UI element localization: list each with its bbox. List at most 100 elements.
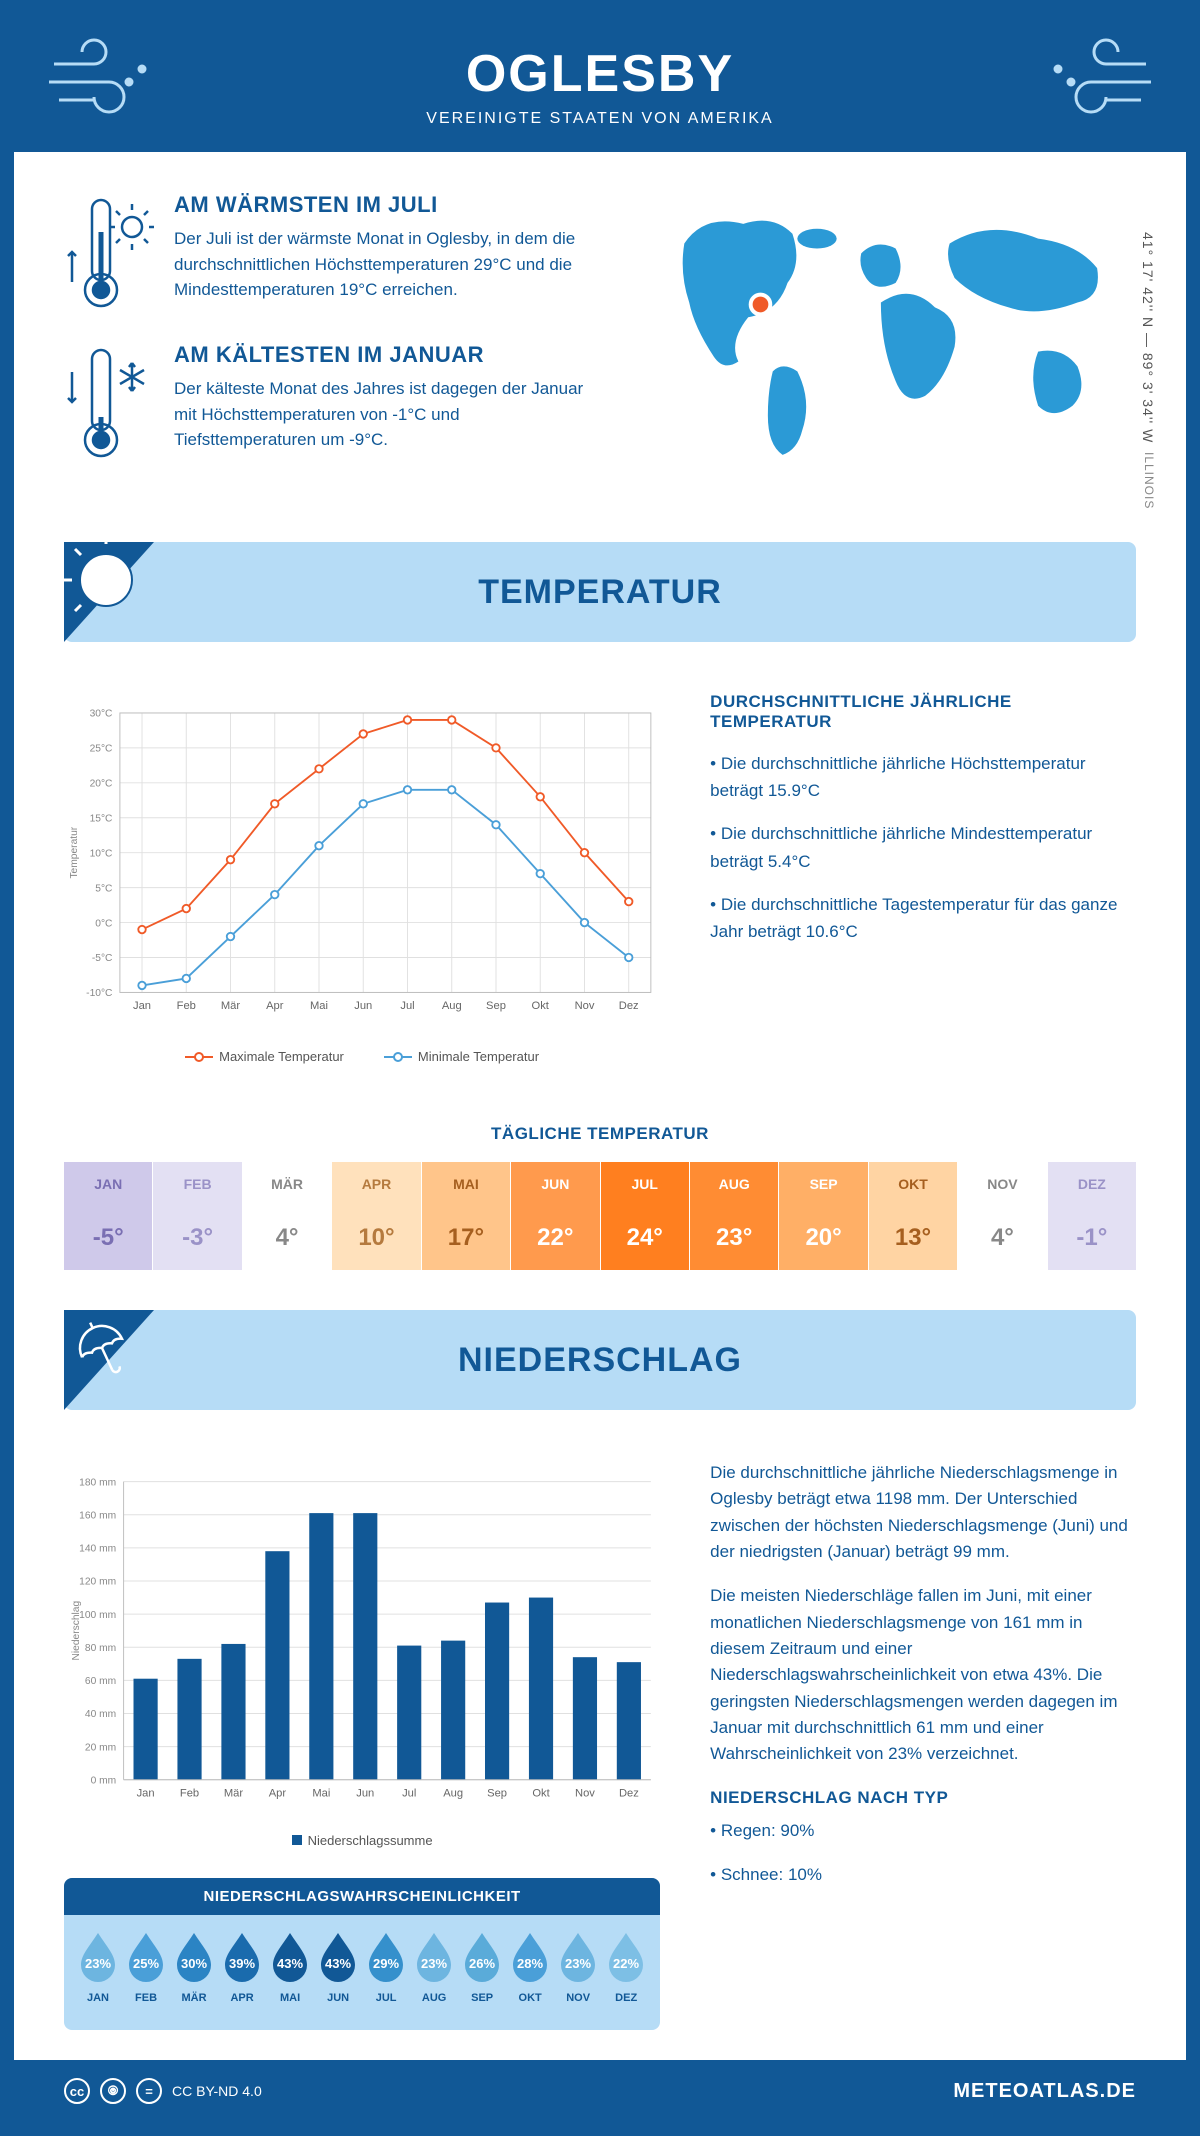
wind-icon — [1036, 34, 1156, 124]
svg-text:26%: 26% — [469, 1956, 495, 1971]
header: OGLESBY VEREINIGTE STAATEN VON AMERIKA — [14, 14, 1186, 152]
precip-paragraph: Die meisten Niederschläge fallen im Juni… — [710, 1583, 1136, 1767]
svg-text:Sep: Sep — [487, 1787, 507, 1799]
svg-text:23%: 23% — [565, 1956, 591, 1971]
sun-corner-icon — [64, 542, 184, 642]
svg-text:0 mm: 0 mm — [91, 1775, 117, 1786]
svg-text:Aug: Aug — [442, 1000, 462, 1012]
temp-chart-legend: Maximale Temperatur Minimale Temperatur — [64, 1049, 660, 1064]
prob-drop: 39% APR — [218, 1931, 266, 2004]
temperature-section-header: TEMPERATUR — [64, 542, 1136, 642]
prob-drop: 23% AUG — [410, 1931, 458, 2004]
precip-type-title: NIEDERSCHLAG NACH TYP — [710, 1788, 1136, 1808]
svg-text:39%: 39% — [229, 1956, 255, 1971]
prob-drop: 29% JUL — [362, 1931, 410, 2004]
precip-heading: NIEDERSCHLAG — [458, 1341, 742, 1380]
precip-chart-legend: Niederschlagssumme — [64, 1833, 660, 1848]
svg-text:Jun: Jun — [354, 1000, 372, 1012]
coldest-title: AM KÄLTESTEN IM JANUAR — [174, 342, 605, 368]
prob-drop: 26% SEP — [458, 1931, 506, 2004]
heat-cell: APR 10° — [332, 1162, 421, 1270]
svg-text:180 mm: 180 mm — [79, 1477, 116, 1488]
temperature-heading: TEMPERATUR — [478, 573, 722, 612]
svg-text:Apr: Apr — [269, 1787, 287, 1799]
precip-section-header: NIEDERSCHLAG — [64, 1310, 1136, 1410]
prob-drop: 22% DEZ — [602, 1931, 650, 2004]
svg-text:Feb: Feb — [177, 1000, 196, 1012]
prob-drop: 28% OKT — [506, 1931, 554, 2004]
heat-cell: JUN 22° — [511, 1162, 600, 1270]
precip-probability-box: NIEDERSCHLAGSWAHRSCHEINLICHKEIT 23% JAN … — [64, 1878, 660, 2030]
svg-text:23%: 23% — [421, 1956, 447, 1971]
warmest-fact: AM WÄRMSTEN IM JULI Der Juli ist der wär… — [64, 192, 605, 312]
heat-cell: OKT 13° — [869, 1162, 958, 1270]
svg-text:Aug: Aug — [443, 1787, 463, 1799]
warmest-title: AM WÄRMSTEN IM JULI — [174, 192, 605, 218]
license-text: CC BY-ND 4.0 — [172, 2083, 262, 2099]
heat-cell: MÄR 4° — [243, 1162, 332, 1270]
temp-bullet: • Die durchschnittliche Tagestemperatur … — [710, 891, 1136, 945]
world-map — [645, 192, 1136, 472]
location-marker-icon — [750, 295, 770, 315]
svg-text:140 mm: 140 mm — [79, 1544, 116, 1555]
svg-text:15°C: 15°C — [90, 813, 113, 824]
location-title: OGLESBY — [14, 44, 1186, 104]
svg-text:Dez: Dez — [619, 1000, 639, 1012]
svg-text:Okt: Okt — [532, 1787, 550, 1799]
svg-text:40 mm: 40 mm — [85, 1709, 116, 1720]
svg-text:25%: 25% — [133, 1956, 159, 1971]
svg-text:30%: 30% — [181, 1956, 207, 1971]
prob-drop: 23% JAN — [74, 1931, 122, 2004]
prob-title: NIEDERSCHLAGSWAHRSCHEINLICHKEIT — [64, 1878, 660, 1915]
svg-text:100 mm: 100 mm — [79, 1610, 116, 1621]
heat-cell: JUL 24° — [601, 1162, 690, 1270]
brand-text: METEOATLAS.DE — [953, 2080, 1136, 2103]
heat-cell: AUG 23° — [690, 1162, 779, 1270]
svg-text:Temperatur: Temperatur — [69, 826, 80, 878]
prob-drop: 23% NOV — [554, 1931, 602, 2004]
temperature-line-chart: -10°C-5°C0°C5°C10°C15°C20°C25°C30°CJanFe… — [64, 692, 660, 1032]
svg-text:Feb: Feb — [180, 1787, 199, 1799]
heat-cell: JAN -5° — [64, 1162, 153, 1270]
prob-drop: 43% MAI — [266, 1931, 314, 2004]
svg-text:Dez: Dez — [619, 1787, 639, 1799]
thermometer-hot-icon — [64, 192, 154, 312]
footer: cc 🞋 = CC BY-ND 4.0 METEOATLAS.DE — [14, 2060, 1186, 2122]
heat-cell: NOV 4° — [958, 1162, 1047, 1270]
prob-drop: 25% FEB — [122, 1931, 170, 2004]
cc-icon: cc — [64, 2078, 90, 2104]
precip-type-item: • Regen: 90% — [710, 1818, 1136, 1844]
temp-info-title: DURCHSCHNITTLICHE JÄHRLICHE TEMPERATUR — [710, 692, 1136, 732]
svg-text:28%: 28% — [517, 1956, 543, 1971]
region-text: ILLINOIS — [1142, 452, 1156, 509]
heat-cell: FEB -3° — [153, 1162, 242, 1270]
coldest-text: Der kälteste Monat des Jahres ist dagege… — [174, 376, 605, 453]
svg-text:Nov: Nov — [575, 1787, 595, 1799]
svg-text:Apr: Apr — [266, 1000, 284, 1012]
warmest-text: Der Juli ist der wärmste Monat in Oglesb… — [174, 226, 605, 303]
svg-text:120 mm: 120 mm — [79, 1577, 116, 1588]
prob-drop: 30% MÄR — [170, 1931, 218, 2004]
svg-text:5°C: 5°C — [95, 883, 112, 894]
svg-text:Jan: Jan — [133, 1000, 151, 1012]
wind-icon — [44, 34, 164, 124]
svg-text:Mär: Mär — [221, 1000, 240, 1012]
nd-icon: = — [136, 2078, 162, 2104]
svg-text:Jun: Jun — [356, 1787, 374, 1799]
svg-text:160 mm: 160 mm — [79, 1510, 116, 1521]
svg-text:Mai: Mai — [310, 1000, 328, 1012]
svg-text:60 mm: 60 mm — [85, 1676, 116, 1687]
svg-text:Okt: Okt — [532, 1000, 550, 1012]
svg-text:23%: 23% — [85, 1956, 111, 1971]
svg-text:Jan: Jan — [137, 1787, 155, 1799]
svg-text:43%: 43% — [325, 1956, 351, 1971]
svg-text:80 mm: 80 mm — [85, 1643, 116, 1654]
daily-temp-title: TÄGLICHE TEMPERATUR — [14, 1124, 1186, 1144]
temp-bullet: • Die durchschnittliche jährliche Mindes… — [710, 820, 1136, 874]
precip-type-item: • Schnee: 10% — [710, 1862, 1136, 1888]
coordinates-text: 41° 17' 42'' N — 89° 3' 34'' W — [1140, 232, 1156, 443]
heat-cell: MAI 17° — [422, 1162, 511, 1270]
svg-text:-10°C: -10°C — [86, 988, 112, 999]
svg-text:20 mm: 20 mm — [85, 1742, 116, 1753]
svg-text:Jul: Jul — [400, 1000, 414, 1012]
